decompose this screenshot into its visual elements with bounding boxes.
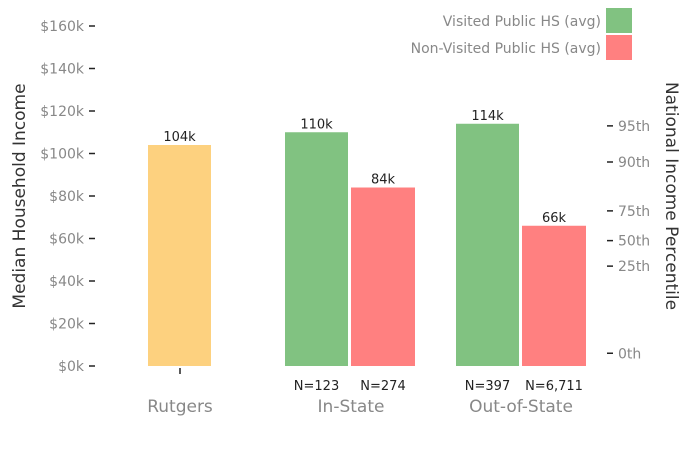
bar-value-label: 84k	[371, 173, 396, 188]
y-tick-label: $100k	[40, 147, 85, 163]
bar-n-label: N=397	[465, 379, 510, 394]
y2-axis-title: National Income Percentile	[661, 82, 681, 310]
bar-value-label: 104k	[163, 130, 196, 145]
bar-out-of-state-3	[456, 123, 519, 366]
y-tick-label: $20k	[49, 317, 85, 333]
legend-swatch	[606, 35, 632, 60]
y-tick-label: $0k	[58, 359, 85, 375]
y-tick-label: $140k	[40, 62, 85, 78]
y2-tick-label: 95th	[618, 119, 650, 135]
bar-n-label: N=123	[294, 379, 339, 394]
legend-label: Non-Visited Public HS (avg)	[411, 41, 601, 57]
y2-tick-label: 90th	[618, 155, 650, 171]
y2-tick-label: 50th	[618, 234, 650, 250]
x-axis: Rutgers In-State Out-of-State	[147, 368, 573, 417]
legend: Visited Public HS (avg) Non-Visited Publi…	[411, 8, 632, 60]
y2-tick-label: 25th	[618, 259, 650, 275]
bar-in-state-2	[351, 187, 415, 366]
x-category-label: Out-of-State	[469, 397, 573, 417]
bar-n-label: N=274	[360, 379, 405, 394]
y-tick-label: $120k	[40, 104, 85, 120]
legend-label: Visited Public HS (avg)	[443, 14, 601, 30]
y2-tick-label: 75th	[618, 204, 650, 220]
bar-rutgers-0	[148, 145, 211, 366]
y-tick-label: $40k	[49, 274, 85, 290]
x-category-label: Rutgers	[147, 397, 213, 417]
bar-value-label: 110k	[300, 117, 333, 132]
bar-in-state-1	[285, 132, 348, 366]
y-axis: $0k $20k $40k $60k $80k $100k $120k $140k $160k	[40, 19, 95, 375]
bars: 104k 110k N=123 84k N=274 114k N=397 66k N=6,711	[148, 109, 586, 394]
bar-n-label: N=6,711	[525, 379, 583, 394]
y2-axis: 0th 25th 50th 75th 90th 95th	[607, 119, 650, 362]
legend-swatch	[606, 8, 632, 33]
y-axis-title: Median Household Income	[10, 83, 30, 308]
bar-value-label: 66k	[542, 211, 567, 226]
bar-out-of-state-4	[522, 225, 586, 366]
y-tick-label: $60k	[49, 232, 85, 248]
y-tick-label: $80k	[49, 189, 85, 205]
y-tick-label: $160k	[40, 19, 85, 35]
y2-tick-label: 0th	[618, 346, 641, 362]
x-category-label: In-State	[318, 397, 385, 417]
bar-value-label: 114k	[471, 109, 504, 124]
